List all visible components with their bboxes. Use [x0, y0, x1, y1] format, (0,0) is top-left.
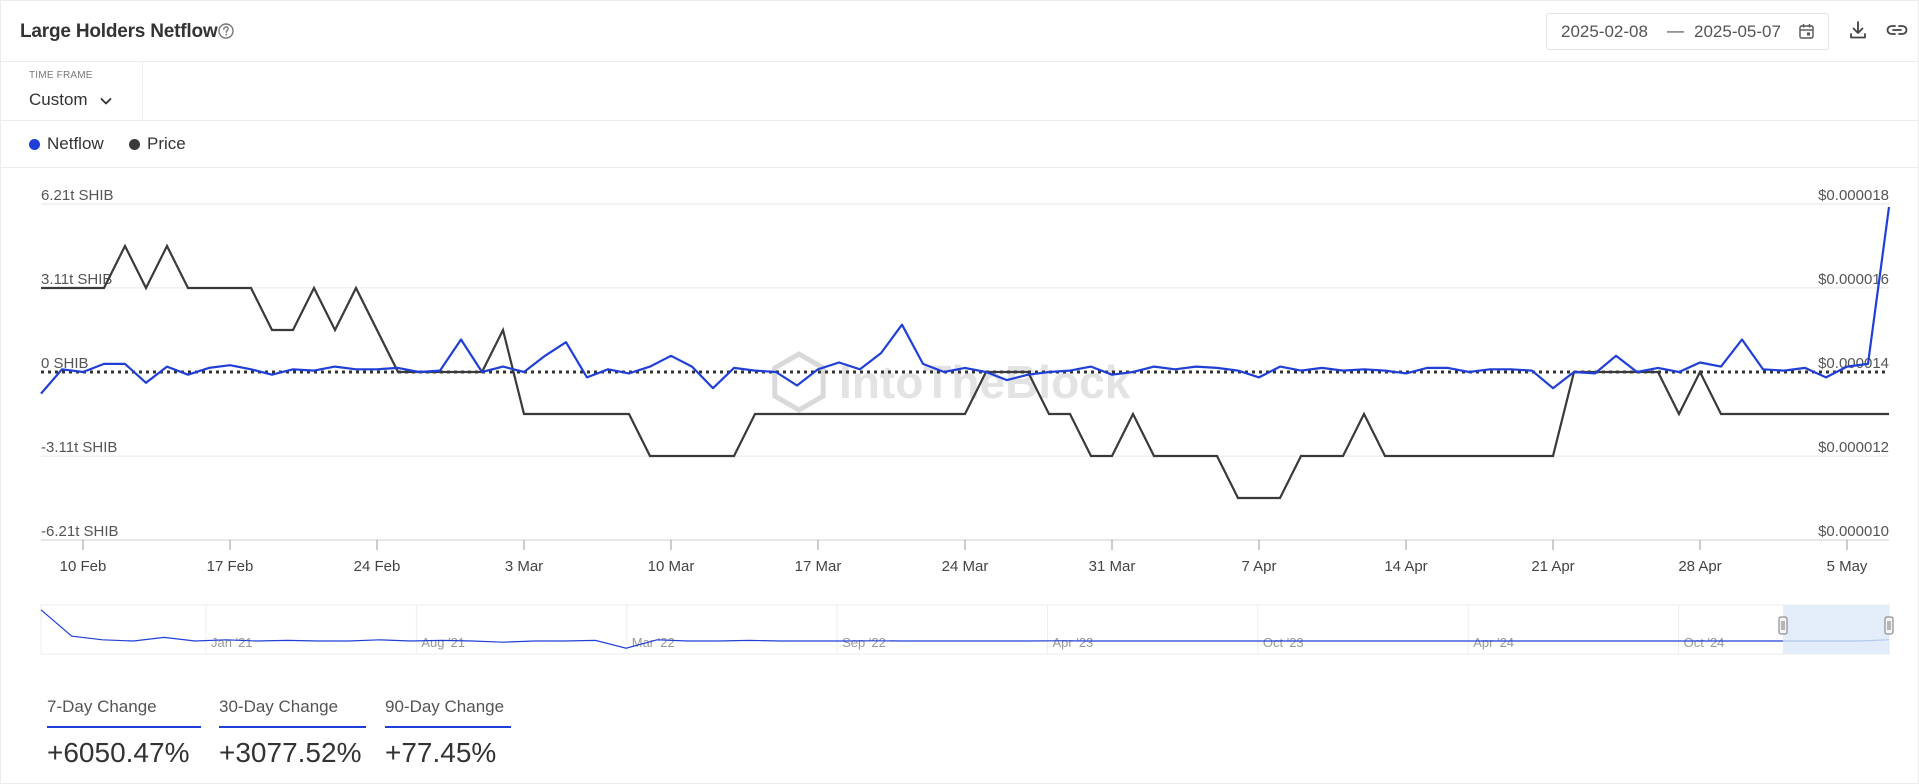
stat-value: +3077.52% — [219, 737, 362, 768]
x-tick-label: 28 Apr — [1678, 558, 1721, 575]
x-tick-label: 31 Mar — [1089, 558, 1136, 575]
stat-value: +77.45% — [385, 737, 497, 768]
navigator-frame — [40, 604, 1890, 655]
navigator-handle-right[interactable] — [1884, 616, 1894, 635]
navigator-label: Oct '24 — [1684, 635, 1725, 650]
watermark-text: IntoTheBlock — [839, 356, 1131, 408]
date-range-picker[interactable]: 2025-02-08 — 2025-05-07 — [1546, 13, 1829, 50]
date-to[interactable]: 2025-05-07 — [1694, 22, 1781, 41]
calendar-icon[interactable] — [1798, 23, 1815, 40]
y-left-tick-label: 0 SHIB — [41, 355, 89, 372]
stat-label: 7-Day Change — [47, 697, 157, 716]
x-tick-label: 24 Mar — [942, 558, 989, 575]
x-tick-label: 10 Mar — [648, 558, 695, 575]
navigator-handle-left[interactable] — [1778, 616, 1788, 635]
navigator-label: Aug '21 — [421, 635, 465, 650]
chevron-down-icon[interactable] — [99, 94, 113, 108]
series — [40, 206, 1891, 500]
navigator-label: Apr '24 — [1473, 635, 1514, 650]
stat-label: 30-Day Change — [219, 697, 339, 716]
legend-label-netflow: Netflow — [47, 134, 104, 153]
stat-value: +6050.47% — [47, 737, 190, 768]
timeframe-selector[interactable]: TIME FRAME Custom — [1, 62, 143, 121]
x-tick-label: 21 Apr — [1531, 558, 1574, 575]
y-left-tick-label: 6.21t SHIB — [41, 187, 114, 204]
y-left-tick-label: 3.11t SHIB — [41, 271, 112, 288]
legend-label-price: Price — [147, 134, 186, 153]
y-left-tick-label: -3.11t SHIB — [41, 439, 117, 456]
legend-dot-netflow — [29, 139, 40, 150]
x-tick-label: 24 Feb — [354, 558, 401, 575]
grid: 6.21t SHIB 3.11t SHIB 0 SHIB -3.11t SHIB -6.… — [41, 187, 1889, 541]
y-right-tick-label: $0.000012 — [1818, 439, 1889, 456]
help-icon[interactable] — [217, 22, 235, 40]
watermark-logo-icon — [772, 351, 826, 413]
legend-dot-price — [129, 139, 140, 150]
navigator-series-line — [40, 609, 1890, 649]
timeframe-row: TIME FRAME Custom — [1, 62, 1919, 121]
legend: Netflow Price — [1, 121, 1919, 168]
axes: 10 Feb 17 Feb 24 Feb 3 Mar 10 Mar 17 Mar 24 Ma… — [41, 539, 1889, 575]
y-right-tick-label: $0.000018 — [1818, 187, 1889, 204]
x-tick-label: 7 Apr — [1241, 558, 1276, 575]
y-right-tick-label: $0.000014 — [1818, 355, 1889, 372]
navigator-selection[interactable] — [1783, 605, 1889, 654]
date-from[interactable]: 2025-02-08 — [1561, 22, 1648, 41]
download-icon[interactable] — [1847, 19, 1869, 41]
card-header: Large Holders Netflow 2025-02-08 — 2025-… — [1, 1, 1919, 62]
navigator[interactable]: Jan '21 Aug '21 Mar '22 Sep '22 Apr '23 Oct '… — [40, 604, 1894, 655]
x-tick-label: 17 Mar — [795, 558, 842, 575]
watermark: IntoTheBlock — [772, 351, 1131, 413]
navigator-label: Oct '23 — [1263, 635, 1304, 650]
y-right-tick-label: $0.000010 — [1818, 523, 1889, 540]
y-left-tick-label: -6.21t SHIB — [41, 523, 119, 540]
x-tick-label: 3 Mar — [505, 558, 543, 575]
y-right-tick-label: $0.000016 — [1818, 271, 1889, 288]
chart-area[interactable]: IntoTheBlock 6.21t SHIB 3.11t SHIB 0 SHIB -… — [1, 169, 1919, 689]
stat-label: 90-Day Change — [385, 697, 505, 716]
link-icon[interactable] — [1885, 19, 1909, 41]
change-stats: 7-Day Change +6050.47% 30-Day Change +30… — [1, 691, 601, 784]
date-separator: — — [1667, 21, 1684, 40]
netflow-series-line — [40, 206, 1891, 395]
stat-underline — [385, 726, 511, 728]
navigator-label: Jan '21 — [211, 635, 253, 650]
stat-underline — [219, 726, 366, 728]
stat-underline — [47, 726, 201, 728]
x-tick-label: 5 May — [1827, 558, 1868, 575]
navigator-label: Mar '22 — [632, 635, 675, 650]
timeframe-label: TIME FRAME — [29, 70, 93, 81]
x-tick-label: 14 Apr — [1384, 558, 1427, 575]
x-tick-label: 10 Feb — [60, 558, 107, 575]
chart-title: Large Holders Netflow — [20, 21, 218, 42]
navigator-label: Apr '23 — [1053, 635, 1094, 650]
navigator-label: Sep '22 — [842, 635, 886, 650]
timeframe-value[interactable]: Custom — [29, 90, 88, 109]
x-tick-label: 17 Feb — [207, 558, 254, 575]
